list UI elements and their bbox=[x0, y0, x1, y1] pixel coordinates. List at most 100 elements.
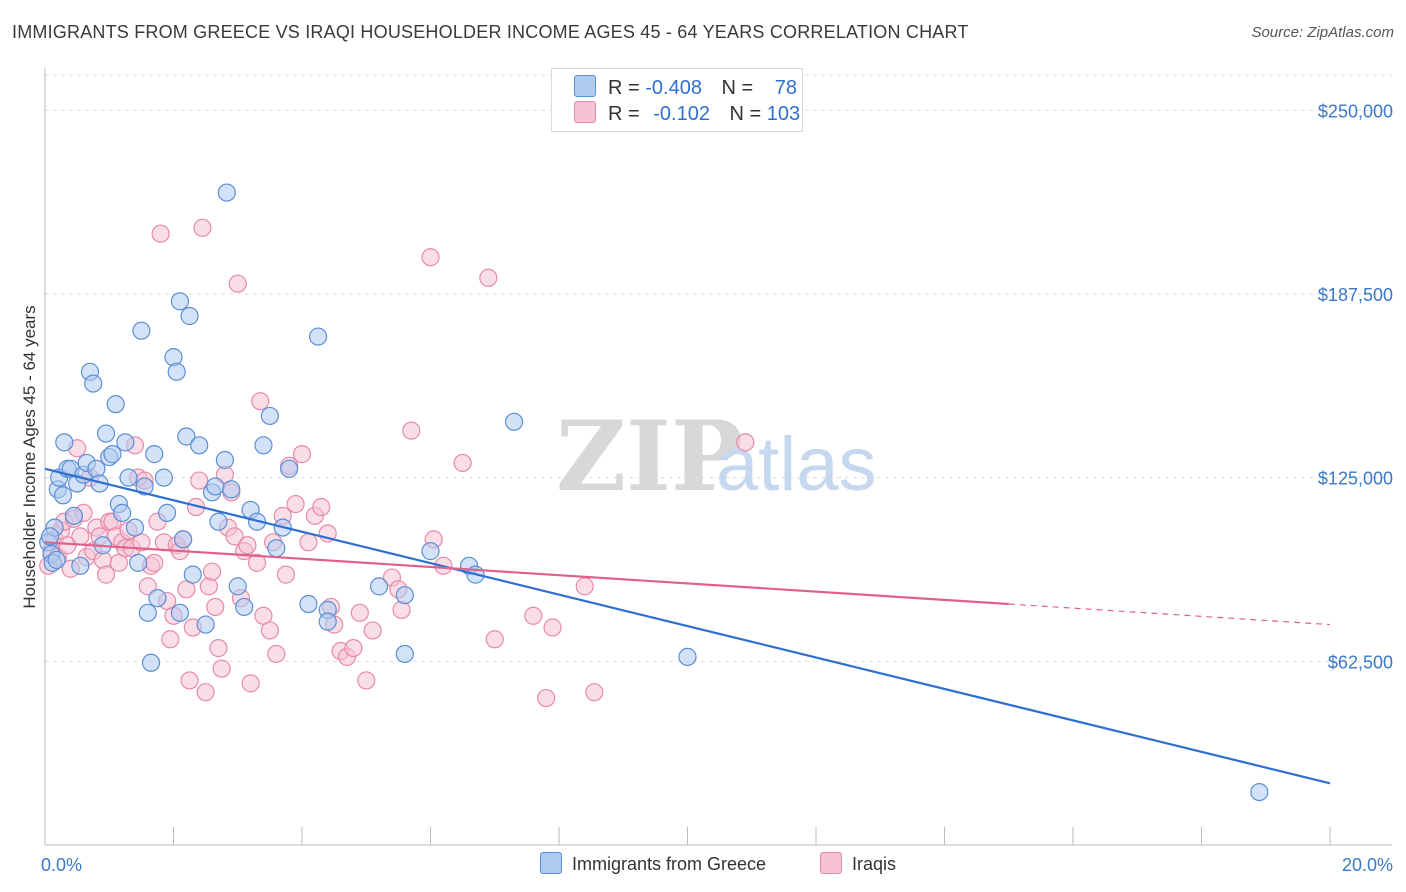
legend-swatch-pink bbox=[574, 101, 596, 123]
data-point bbox=[41, 527, 60, 546]
data-point bbox=[260, 406, 279, 426]
data-point bbox=[453, 453, 472, 473]
data-point bbox=[180, 671, 199, 690]
y-tick-label: $62,500 bbox=[1328, 652, 1393, 672]
data-point bbox=[276, 565, 296, 584]
data-point bbox=[71, 527, 90, 546]
y-axis-label: Householder Income Ages 45 - 64 years bbox=[20, 305, 39, 608]
data-point bbox=[135, 477, 154, 496]
data-point bbox=[299, 533, 318, 552]
data-point bbox=[138, 577, 157, 596]
y-tick-label: $250,000 bbox=[1318, 101, 1393, 121]
legend-n-label: N = bbox=[721, 77, 754, 99]
data-point bbox=[138, 603, 157, 622]
legend-n-label: N = bbox=[729, 103, 762, 125]
data-point bbox=[421, 248, 440, 267]
bottom-legend-swatch-pink bbox=[820, 852, 842, 874]
data-point bbox=[238, 536, 257, 555]
data-point bbox=[157, 503, 177, 523]
data-point bbox=[177, 427, 196, 446]
watermark: ZIP atlas bbox=[556, 400, 877, 513]
legend-r-label: R = bbox=[608, 103, 640, 125]
data-point bbox=[170, 603, 190, 622]
data-point bbox=[1250, 782, 1269, 802]
data-point bbox=[64, 506, 84, 525]
data-point bbox=[421, 542, 440, 561]
data-point bbox=[537, 688, 556, 708]
data-point bbox=[209, 638, 228, 658]
data-point bbox=[132, 321, 151, 340]
data-point bbox=[145, 553, 164, 572]
data-point bbox=[241, 674, 260, 693]
data-point bbox=[170, 292, 190, 311]
data-point bbox=[222, 480, 241, 499]
data-point bbox=[228, 577, 247, 596]
data-point bbox=[106, 395, 125, 414]
data-point bbox=[575, 577, 594, 596]
legend-row-iraqis: R = -0.102 N = 103 bbox=[574, 101, 800, 127]
data-point bbox=[504, 412, 524, 431]
legend-r-label: R = bbox=[608, 77, 640, 99]
data-point bbox=[151, 224, 170, 243]
data-point bbox=[267, 644, 286, 664]
data-point bbox=[209, 512, 228, 531]
data-point bbox=[196, 683, 215, 702]
data-point bbox=[119, 468, 138, 487]
data-point bbox=[585, 683, 604, 702]
data-point bbox=[318, 612, 337, 631]
data-point bbox=[202, 562, 222, 581]
bottom-legend-label: Iraqis bbox=[852, 854, 897, 874]
data-point bbox=[180, 306, 199, 326]
data-point bbox=[206, 477, 225, 496]
data-point bbox=[55, 433, 74, 452]
axes bbox=[44, 68, 1392, 846]
y-tick-label: $187,500 bbox=[1318, 285, 1393, 305]
series-greece-points bbox=[39, 183, 1269, 802]
data-point bbox=[479, 268, 498, 287]
data-point bbox=[217, 183, 236, 202]
bottom-legend-greece: Immigrants from Greece bbox=[540, 852, 766, 875]
data-point bbox=[357, 671, 376, 690]
legend-n-value: 103 bbox=[766, 103, 801, 125]
legend-swatch-blue bbox=[574, 75, 596, 97]
watermark-zip: ZIP bbox=[556, 400, 743, 513]
series-iraqis-points bbox=[39, 218, 755, 708]
data-point bbox=[235, 597, 254, 617]
data-point bbox=[215, 450, 234, 470]
data-point bbox=[96, 565, 116, 584]
data-point bbox=[678, 647, 697, 667]
data-point bbox=[228, 274, 247, 293]
data-point bbox=[112, 503, 132, 523]
data-point bbox=[299, 594, 318, 614]
data-point bbox=[190, 471, 209, 490]
legend-r-value: -0.102 bbox=[653, 103, 710, 125]
data-point bbox=[370, 577, 389, 596]
data-point bbox=[251, 392, 270, 411]
data-point bbox=[254, 436, 273, 455]
data-point bbox=[141, 653, 161, 672]
bottom-legend-iraqis: Iraqis bbox=[820, 852, 896, 875]
data-point bbox=[225, 527, 244, 546]
x-tick-label: 0.0% bbox=[41, 855, 82, 875]
data-point bbox=[402, 421, 421, 440]
y-tick-label: $125,000 bbox=[1318, 469, 1393, 489]
data-point bbox=[71, 556, 90, 575]
data-point bbox=[280, 459, 299, 478]
legend-n-value: 78 bbox=[774, 77, 798, 99]
data-point bbox=[193, 218, 212, 237]
data-point bbox=[267, 539, 286, 558]
data-point bbox=[212, 659, 231, 678]
data-point bbox=[286, 494, 305, 514]
data-point bbox=[206, 597, 225, 617]
data-point bbox=[308, 327, 328, 346]
data-point bbox=[174, 530, 193, 549]
data-point bbox=[395, 644, 414, 664]
data-point bbox=[53, 486, 73, 505]
chart-title: IMMIGRANTS FROM GREECE VS IRAQI HOUSEHOL… bbox=[12, 22, 969, 42]
data-point bbox=[395, 586, 414, 605]
gridlines bbox=[45, 74, 1392, 662]
data-point bbox=[154, 468, 173, 487]
data-point bbox=[125, 518, 145, 537]
data-point bbox=[161, 630, 180, 649]
